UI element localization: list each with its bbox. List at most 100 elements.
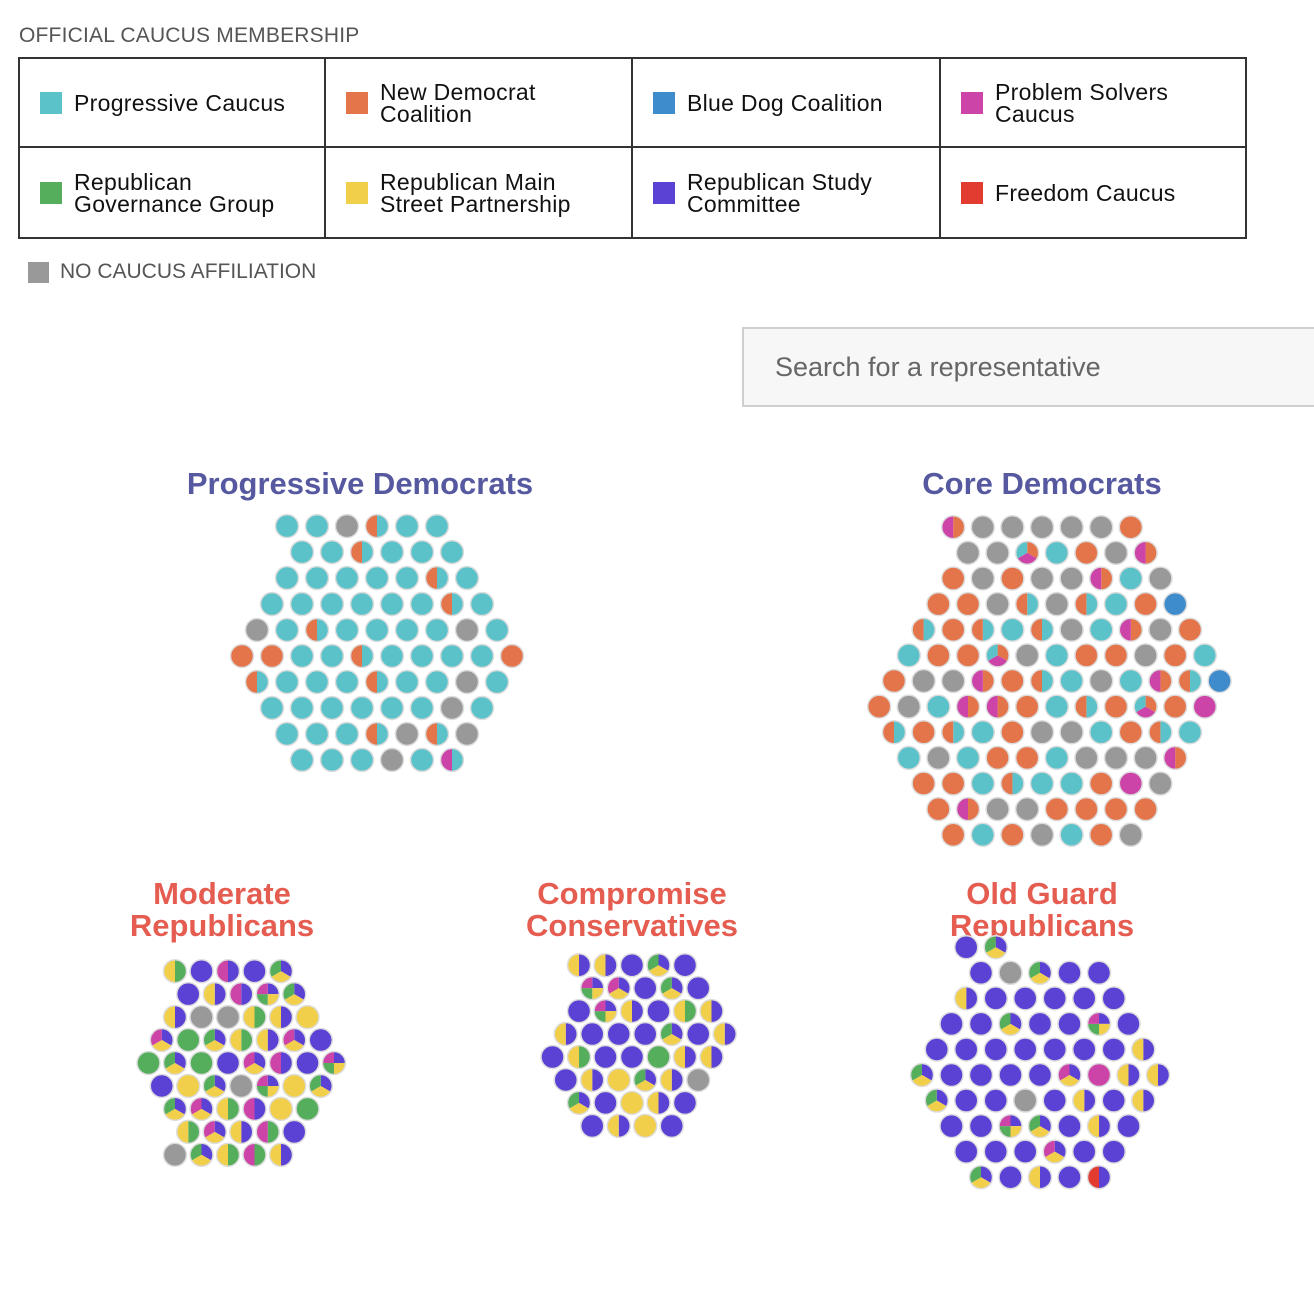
member-dot[interactable] [189, 958, 214, 984]
member-dot[interactable] [439, 591, 465, 617]
member-dot[interactable] [954, 1088, 979, 1113]
member-dot[interactable] [606, 1067, 631, 1093]
member-dot[interactable] [189, 1050, 214, 1076]
member-dot[interactable] [1014, 540, 1040, 566]
member-dot[interactable] [268, 958, 294, 984]
member-dot[interactable] [1133, 694, 1158, 719]
member-dot[interactable] [295, 1050, 320, 1076]
member-dot[interactable] [646, 1090, 671, 1116]
member-dot[interactable] [580, 975, 605, 1001]
member-dot[interactable] [566, 998, 592, 1024]
member-dot[interactable] [1014, 694, 1040, 719]
member-dot[interactable] [1044, 796, 1070, 822]
member-dot[interactable] [881, 668, 907, 694]
member-dot[interactable] [1029, 617, 1055, 642]
member-dot[interactable] [1044, 643, 1070, 668]
member-dot[interactable] [1177, 720, 1203, 745]
member-dot[interactable] [699, 1044, 724, 1070]
member-dot[interactable] [176, 1119, 201, 1145]
member-dot[interactable] [334, 513, 360, 539]
member-dot[interactable] [304, 721, 330, 747]
member-dot[interactable] [215, 958, 241, 984]
member-dot[interactable] [229, 1027, 254, 1053]
member-dot[interactable] [633, 1021, 658, 1047]
member-dot[interactable] [189, 1142, 214, 1168]
member-dot[interactable] [911, 720, 936, 745]
member-dot[interactable] [319, 643, 345, 669]
member-dot[interactable] [255, 1119, 280, 1145]
member-dot[interactable] [606, 1021, 631, 1047]
member-dot[interactable] [619, 998, 645, 1024]
member-dot[interactable] [926, 796, 951, 822]
member-dot[interactable] [606, 1113, 631, 1139]
member-dot[interactable] [229, 1073, 254, 1099]
member-dot[interactable] [409, 643, 435, 669]
member-dot[interactable] [289, 695, 315, 721]
member-dot[interactable] [983, 1139, 1008, 1164]
member-dot[interactable] [242, 1142, 267, 1168]
member-dot[interactable] [439, 747, 465, 773]
member-dot[interactable] [255, 1073, 280, 1099]
member-dot[interactable] [970, 617, 996, 642]
member-dot[interactable] [259, 591, 285, 617]
member-dot[interactable] [1044, 591, 1070, 617]
member-dot[interactable] [319, 539, 345, 565]
member-dot[interactable] [970, 668, 996, 694]
member-dot[interactable] [1072, 1139, 1097, 1164]
member-dot[interactable] [1044, 694, 1070, 719]
member-dot[interactable] [176, 1073, 201, 1099]
member-dot[interactable] [1029, 566, 1055, 591]
member-dot[interactable] [1101, 1088, 1126, 1113]
member-dot[interactable] [409, 747, 435, 773]
member-dot[interactable] [409, 539, 435, 565]
member-dot[interactable] [672, 1090, 698, 1116]
member-dot[interactable] [1059, 566, 1084, 591]
member-dot[interactable] [259, 695, 285, 721]
member-dot[interactable] [202, 1119, 227, 1145]
member-dot[interactable] [349, 695, 375, 721]
member-dot[interactable] [1192, 643, 1218, 668]
member-dot[interactable] [970, 771, 996, 796]
member-dot[interactable] [955, 643, 981, 668]
member-dot[interactable] [282, 981, 307, 1007]
member-dot[interactable] [998, 1164, 1023, 1190]
member-dot[interactable] [289, 539, 315, 565]
member-dot[interactable] [1088, 720, 1114, 745]
representative-search-input[interactable] [742, 327, 1314, 407]
member-dot[interactable] [424, 669, 450, 695]
member-dot[interactable] [939, 1011, 964, 1037]
member-dot[interactable] [1000, 514, 1025, 540]
member-dot[interactable] [940, 617, 966, 642]
member-dot[interactable] [1000, 566, 1025, 591]
member-dot[interactable] [439, 539, 465, 565]
member-dot[interactable] [1148, 720, 1173, 745]
member-dot[interactable] [1029, 668, 1055, 694]
member-dot[interactable] [162, 1004, 188, 1030]
member-dot[interactable] [926, 694, 951, 719]
member-dot[interactable] [955, 796, 981, 822]
member-dot[interactable] [1072, 1037, 1097, 1062]
member-dot[interactable] [304, 669, 330, 695]
member-dot[interactable] [954, 1139, 979, 1164]
member-dot[interactable] [349, 539, 375, 565]
member-dot[interactable] [896, 694, 922, 719]
member-dot[interactable] [672, 1044, 698, 1070]
member-dot[interactable] [968, 1062, 994, 1088]
member-dot[interactable] [939, 1113, 964, 1139]
member-dot[interactable] [1116, 1113, 1141, 1139]
member-dot[interactable] [304, 617, 330, 643]
member-dot[interactable] [274, 669, 300, 695]
member-dot[interactable] [1014, 745, 1040, 771]
member-dot[interactable] [349, 591, 375, 617]
member-dot[interactable] [289, 591, 315, 617]
member-dot[interactable] [1057, 1062, 1082, 1088]
member-dot[interactable] [469, 591, 495, 617]
member-dot[interactable] [319, 591, 345, 617]
member-dot[interactable] [940, 668, 966, 694]
member-dot[interactable] [364, 617, 390, 643]
member-dot[interactable] [1133, 643, 1158, 668]
member-dot[interactable] [364, 565, 390, 591]
member-dot[interactable] [998, 1011, 1023, 1037]
member-dot[interactable] [1072, 986, 1097, 1011]
member-dot[interactable] [955, 591, 981, 617]
